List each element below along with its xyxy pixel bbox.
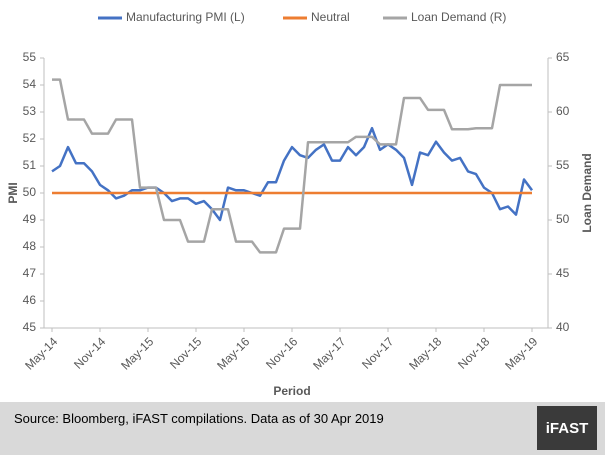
x-axis-label: Period — [273, 384, 310, 398]
y2-tick-label: 55 — [556, 158, 570, 172]
x-tick-label: May-17 — [310, 334, 348, 372]
footer: Source: Bloomberg, iFAST compilations. D… — [0, 402, 605, 455]
y-tick-label: 55 — [23, 50, 37, 64]
x-tick-label: Nov-16 — [263, 334, 300, 371]
series-line — [52, 78, 532, 254]
y2-tick-label: 60 — [556, 104, 570, 118]
x-tick-label: Nov-18 — [455, 334, 492, 371]
y-tick-label: 45 — [23, 320, 37, 334]
y-tick-label: 47 — [23, 266, 37, 280]
legend-label: Loan Demand (R) — [411, 10, 506, 24]
y2-tick-label: 65 — [556, 50, 570, 64]
y-tick-label: 46 — [23, 293, 37, 307]
source-note: Source: Bloomberg, iFAST compilations. D… — [14, 411, 384, 426]
x-tick-label: Nov-15 — [167, 334, 204, 371]
y-axis-label: PMI — [6, 182, 20, 203]
logo: iFAST — [537, 406, 597, 450]
y-tick-label: 49 — [23, 212, 37, 226]
x-tick-label: May-14 — [22, 334, 60, 372]
y-tick-label: 51 — [23, 158, 37, 172]
y2-tick-label: 50 — [556, 212, 570, 226]
legend-label: Neutral — [311, 10, 350, 24]
legend-label: Manufacturing PMI (L) — [126, 10, 245, 24]
y-tick-label: 50 — [23, 185, 37, 199]
y-tick-label: 48 — [23, 239, 37, 253]
x-tick-label: Nov-17 — [359, 334, 396, 371]
y2-tick-label: 45 — [556, 266, 570, 280]
y2-tick-label: 40 — [556, 320, 570, 334]
chart: PMI Loan Demand Period 45 46 47 48 49 50 51 52 5… — [6, 10, 594, 398]
y2-axis-label: Loan Demand — [580, 153, 594, 232]
x-tick-label: May-19 — [502, 334, 540, 372]
y-tick-label: 52 — [23, 131, 37, 145]
x-tick-label: May-15 — [118, 334, 156, 372]
y-tick-label: 54 — [23, 77, 37, 91]
x-tick-label: May-16 — [214, 334, 252, 372]
series-line — [51, 126, 534, 222]
x-tick-label: Nov-14 — [71, 334, 108, 371]
y-tick-label: 53 — [23, 104, 37, 118]
x-tick-label: May-18 — [406, 334, 444, 372]
